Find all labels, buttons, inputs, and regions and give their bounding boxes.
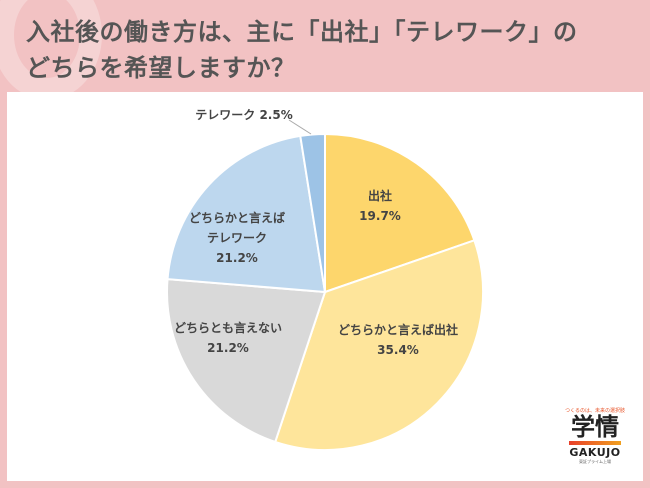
label-docchi-telework: どちらかと言えば テレワーク 21.2% — [188, 211, 286, 265]
page-title: 入社後の働き方は、主に「出社」「テレワーク」の どちらを希望しますか？ — [26, 14, 578, 86]
gakujo-logo: つくるのは、未来の選択肢 学情 GAKUJO 東証プライム上場 — [565, 408, 625, 464]
title-line-1: 入社後の働き方は、主に「出社」「テレワーク」の — [26, 18, 578, 46]
label-neither: どちらとも言えない 21.2% — [173, 321, 283, 355]
pie-slice — [273, 239, 484, 451]
pie-slice — [166, 278, 327, 444]
title-line-2: どちらを希望しますか？ — [26, 54, 296, 82]
label-docchi-shussha: どちらかと言えば出社 35.4% — [337, 323, 459, 357]
label-shussha: 出社 19.7% — [359, 189, 401, 223]
leader-line — [288, 119, 312, 135]
pie-slice — [166, 134, 327, 294]
label-telework: テレワーク 2.5% — [195, 108, 293, 122]
pie-slice — [299, 132, 326, 293]
